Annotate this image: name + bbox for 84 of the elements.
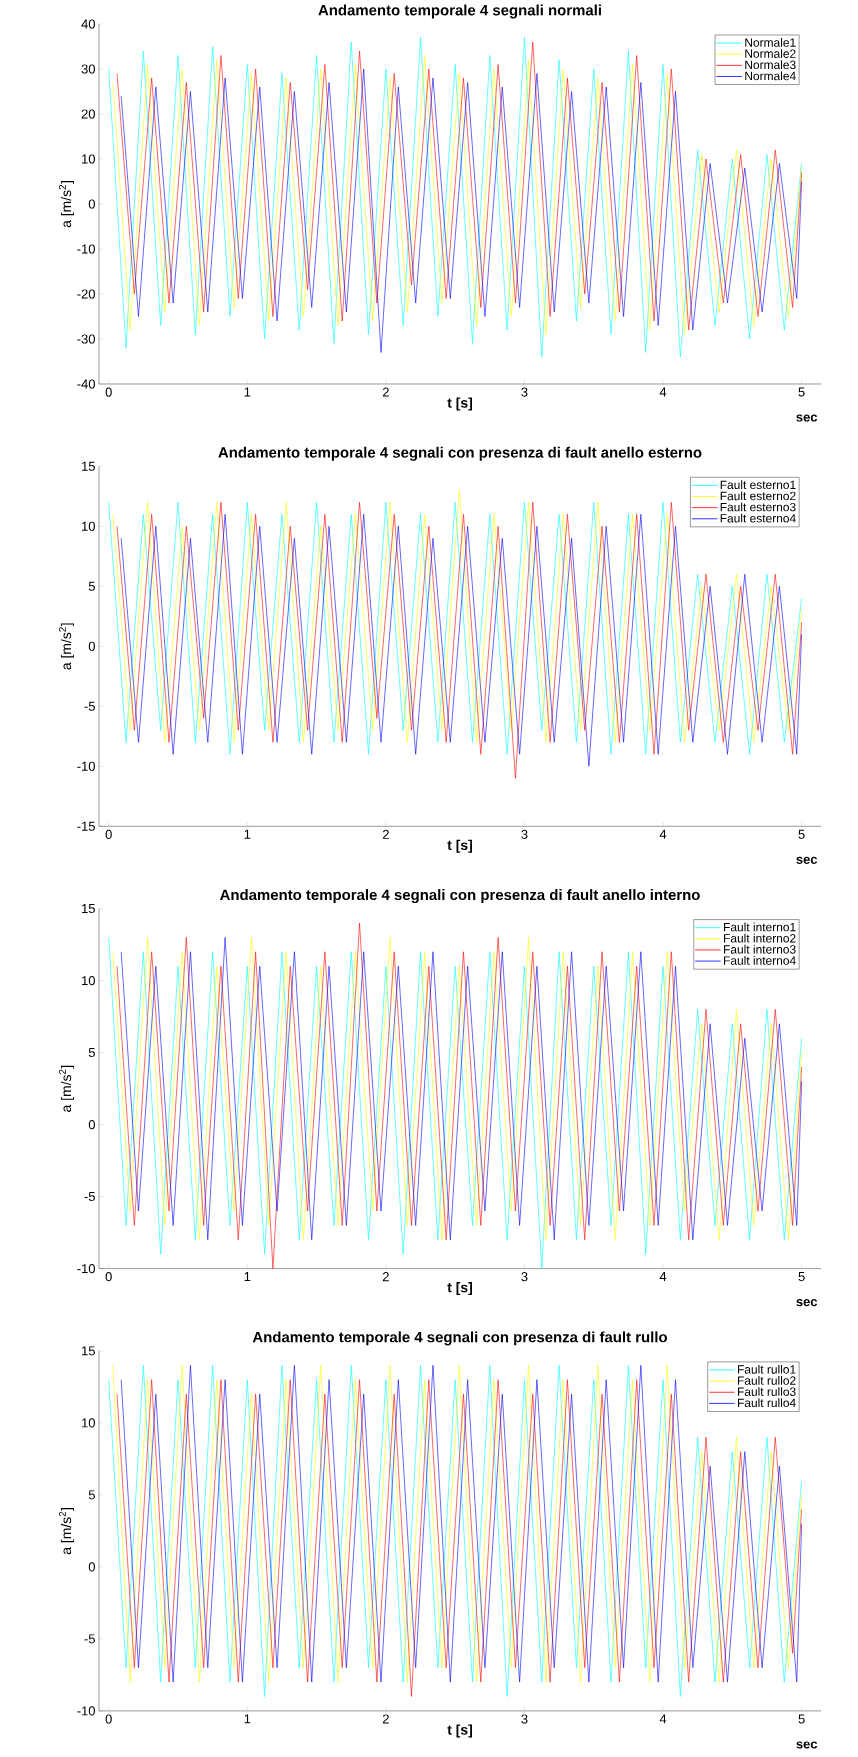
x-axis-title: t [s]	[447, 1282, 472, 1296]
x-tick-label: 5	[798, 387, 805, 397]
chart-title: Andamento temporale 4 segnali con presenza di fault anello interno	[219, 889, 700, 904]
y-tick-label: -10	[77, 1264, 95, 1274]
y-tick-label: 10	[82, 1418, 95, 1428]
x-tick-label: 0	[105, 387, 112, 397]
x-tick-label: 3	[521, 829, 528, 839]
x-tick-label: 1	[244, 387, 251, 397]
x-tick-label: 5	[798, 829, 805, 839]
x-tick-label: 4	[659, 1714, 667, 1724]
y-tick-label: 0	[88, 1120, 95, 1130]
y-tick-label: 0	[88, 1562, 95, 1572]
x-tick-label: 2	[382, 829, 389, 839]
legend-label: Fault esterno2	[720, 491, 796, 501]
text: sec	[796, 1299, 818, 1307]
y-tick-label: 5	[88, 581, 95, 591]
legend-label: Fault interno4	[724, 956, 796, 965]
x-tick-label: 1	[244, 829, 251, 839]
x-tick-label: 0	[105, 1714, 112, 1724]
y-tick-label: 30	[81, 64, 95, 74]
y-tick-label: -20	[77, 289, 95, 299]
y-tick-label: 40	[81, 19, 95, 29]
y-tick-label: -5	[84, 701, 95, 711]
chart-title: Andamento temporale 4 segnali con presenza di fault anello esterno	[218, 446, 702, 461]
chart-title: Andamento temporale 4 segnali con presenza di fault rullo	[252, 1331, 668, 1346]
y-tick-label: -5	[84, 1634, 95, 1644]
y-tick-label: 10	[82, 521, 95, 531]
x-tick-label: 3	[521, 1714, 528, 1724]
x-axis-title: t [s]	[447, 1724, 472, 1738]
legend-label: Fault rullo1	[738, 1364, 796, 1374]
y-tick-label: 15	[82, 1346, 95, 1356]
y-tick-label: 5	[88, 1048, 95, 1058]
legend-label: Normale1	[745, 37, 796, 47]
text: sec	[796, 856, 818, 864]
x-tick-label: 1	[244, 1714, 251, 1724]
legend-label: Fault esterno4	[720, 513, 796, 523]
chart-title: Andamento temporale 4 segnali normali	[318, 4, 601, 19]
x-axis-title: t [s]	[447, 839, 472, 853]
legend-label: Fault esterno1	[720, 480, 796, 490]
y-tick-label: -15	[77, 821, 95, 831]
x-tick-label: 2	[382, 1272, 389, 1282]
x-tick-label: 2	[382, 387, 389, 397]
legend-label: Fault rullo2	[738, 1376, 796, 1385]
y-axis-title: a [m/s$^{2}$]	[59, 623, 74, 670]
legend-label: Fault interno3	[724, 944, 796, 954]
text: sec	[796, 1741, 818, 1749]
x-axis-title: t [s]	[447, 397, 472, 411]
y-tick-label: -5	[84, 1192, 95, 1202]
x-tick-label: 0	[105, 829, 112, 839]
y-tick-label: -10	[77, 244, 95, 254]
y-tick-label: -10	[77, 1706, 95, 1716]
legend-label: Fault rullo3	[738, 1387, 796, 1396]
legend-label: Normale4	[745, 71, 796, 81]
x-tick-label: 2	[382, 1714, 389, 1724]
y-axis-title: a [m/s$^{2}$]	[59, 1065, 74, 1112]
text: sec	[796, 414, 818, 422]
y-tick-label: -40	[77, 379, 95, 389]
y-axis-title: a [m/s$^{2}$]	[59, 1508, 74, 1555]
y-tick-label: 0	[88, 199, 95, 209]
y-tick-label: 5	[88, 1490, 95, 1500]
x-tick-label: 4	[659, 1272, 667, 1282]
y-tick-label: -10	[77, 761, 95, 771]
y-tick-label: 10	[82, 976, 95, 986]
y-tick-label: 0	[88, 641, 95, 651]
y-tick-label: 10	[82, 154, 95, 164]
x-tick-label: 3	[521, 387, 528, 397]
x-tick-label: 5	[798, 1272, 805, 1282]
x-tick-label: 5	[798, 1714, 805, 1724]
legend-label: Fault rullo4	[738, 1398, 796, 1408]
legend-label: Fault interno1	[724, 922, 796, 932]
y-tick-label: 15	[82, 461, 95, 471]
legend-label: Normale2	[745, 49, 796, 58]
x-tick-label: 0	[105, 1272, 112, 1282]
x-tick-label: 3	[521, 1272, 528, 1282]
y-tick-label: 15	[82, 904, 95, 914]
legend-label: Fault interno2	[724, 933, 796, 943]
x-tick-label: 4	[659, 387, 667, 397]
x-tick-label: 1	[244, 1272, 251, 1282]
y-tick-label: -30	[77, 334, 95, 344]
x-tick-label: 4	[659, 829, 667, 839]
y-axis-title: a [m/s$^{2}$]	[59, 181, 74, 228]
y-tick-label: 20	[81, 109, 95, 119]
legend-label: Normale3	[745, 60, 796, 70]
legend-label: Fault esterno3	[720, 502, 796, 512]
